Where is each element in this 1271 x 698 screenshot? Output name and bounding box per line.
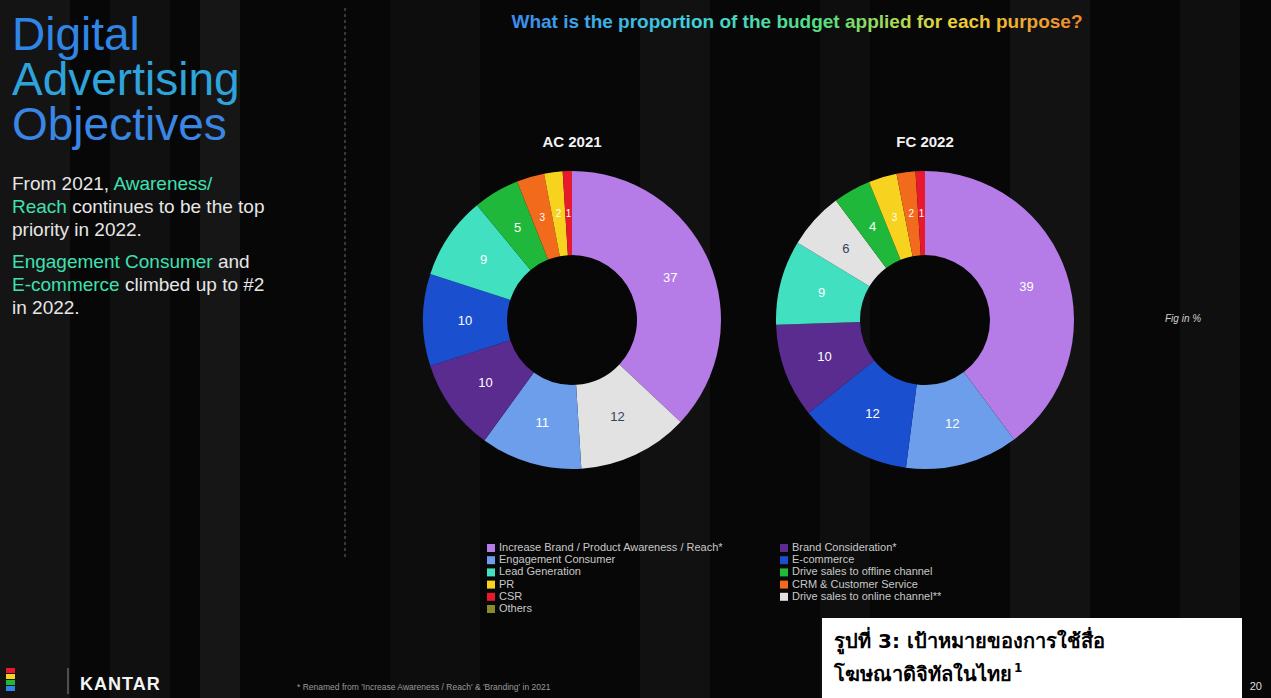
legend-label: Brand Consideration* <box>792 541 897 553</box>
summary-run: and <box>213 251 250 272</box>
caption: รูปที่ 3: เป้าหมายของการใช้สื่อ <box>834 626 1105 655</box>
caption-note: 1 <box>1014 661 1022 675</box>
unit-note: Fig in % <box>1165 313 1201 324</box>
summary-run: E-commerce <box>12 274 120 295</box>
legend: Increase Brand / Product Awareness / Rea… <box>487 541 942 614</box>
slice: Engagement Consumer <box>906 372 1014 469</box>
slice: CSR <box>563 171 572 255</box>
summary-paragraph: From 2021, Awareness/ Reach continues to… <box>12 172 270 241</box>
logo-block <box>6 686 15 691</box>
legend-swatch <box>487 593 495 601</box>
caption: โฆษณาดิจิทัลในไทย <box>833 662 1012 686</box>
logo-divider <box>68 668 69 694</box>
data-label: 11 <box>535 415 549 430</box>
data-label: 3 <box>539 212 545 223</box>
chart-title: AC 2021 <box>542 133 601 150</box>
background-band <box>1180 0 1240 698</box>
chart-question: What is the proportion of the budget app… <box>511 11 1082 32</box>
data-label: 12 <box>945 416 959 431</box>
data-label: 39 <box>1019 279 1033 294</box>
data-label: 2 <box>556 208 562 219</box>
slide-canvas: DigitalAdvertisingObjectivesWhat is the … <box>0 0 1271 698</box>
data-label: 9 <box>480 252 487 267</box>
slice: Brand Consideration* <box>776 322 874 413</box>
data-label: 1 <box>566 208 572 219</box>
data-label: 5 <box>514 220 521 235</box>
logo-block <box>6 674 15 679</box>
slide: DigitalAdvertisingObjectivesWhat is the … <box>0 0 1271 698</box>
data-label: 10 <box>458 313 472 328</box>
slice: Drive sales to online channel** <box>576 364 681 468</box>
legend-swatch <box>780 593 788 601</box>
logo-block <box>6 680 15 685</box>
legend-label: PR <box>499 578 514 590</box>
footnote: * Renamed from 'Increase Awareness / Rea… <box>297 682 551 692</box>
caption-box <box>822 618 1242 698</box>
data-label: 9 <box>818 285 825 300</box>
data-label: 10 <box>478 375 492 390</box>
legend-swatch <box>487 556 495 564</box>
data-label: 12 <box>865 406 879 421</box>
data-label: 3 <box>892 212 898 223</box>
data-label: 4 <box>869 219 876 234</box>
legend-label: Increase Brand / Product Awareness / Rea… <box>499 541 723 553</box>
summary-text: From 2021, Awareness/ Reach continues to… <box>12 172 270 328</box>
data-labels: 39 12 12 10 9 6 4 321 <box>817 208 1033 431</box>
legend-swatch <box>780 544 788 552</box>
legend-label: Drive sales to online channel** <box>792 590 942 602</box>
summary-run: Engagement Consumer <box>12 251 213 272</box>
slices: Increase Brand / Product Awareness / Rea… <box>423 171 721 469</box>
donut-chart: Increase Brand / Product Awareness / Rea… <box>423 171 721 469</box>
legend-swatch <box>780 556 788 564</box>
legend-label: CSR <box>499 590 522 602</box>
slice: Others <box>925 171 926 255</box>
legend-label: E-commerce <box>792 553 854 565</box>
legend-label: Engagement Consumer <box>499 553 616 565</box>
legend-label: Drive sales to offline channel <box>792 565 932 577</box>
legend-swatch <box>487 581 495 589</box>
data-label: 37 <box>663 270 677 285</box>
summary-paragraph: Engagement Consumer and E-commerce climb… <box>12 250 270 319</box>
legend-label: Lead Generation <box>499 565 581 577</box>
legend-label: Others <box>499 602 533 614</box>
data-label: 1 <box>919 208 925 219</box>
legend-swatch <box>487 568 495 576</box>
slice: CSR <box>915 171 925 255</box>
logo-icon <box>6 668 15 691</box>
donut-chart: Increase Brand / Product Awareness / Rea… <box>776 171 1074 469</box>
logo: KANTAR <box>80 674 161 694</box>
page-number: 20 <box>1250 680 1262 692</box>
data-label: 6 <box>842 241 849 256</box>
legend-swatch <box>780 581 788 589</box>
data-label: 10 <box>817 349 831 364</box>
slide-title: Objectives <box>12 98 227 150</box>
slices: Increase Brand / Product Awareness / Rea… <box>776 171 1074 469</box>
legend-swatch <box>487 605 495 613</box>
divider <box>345 8 346 560</box>
logo-block <box>6 668 15 673</box>
data-labels: 37 12 11 10 10 9 5 321 <box>458 208 678 431</box>
data-label: 2 <box>909 208 915 219</box>
legend-label: CRM & Customer Service <box>792 578 918 590</box>
legend-swatch <box>780 568 788 576</box>
data-label: 12 <box>610 409 624 424</box>
background <box>0 0 1271 698</box>
legend-swatch <box>487 544 495 552</box>
summary-run: From 2021, <box>12 173 113 194</box>
chart-title: FC 2022 <box>896 133 954 150</box>
